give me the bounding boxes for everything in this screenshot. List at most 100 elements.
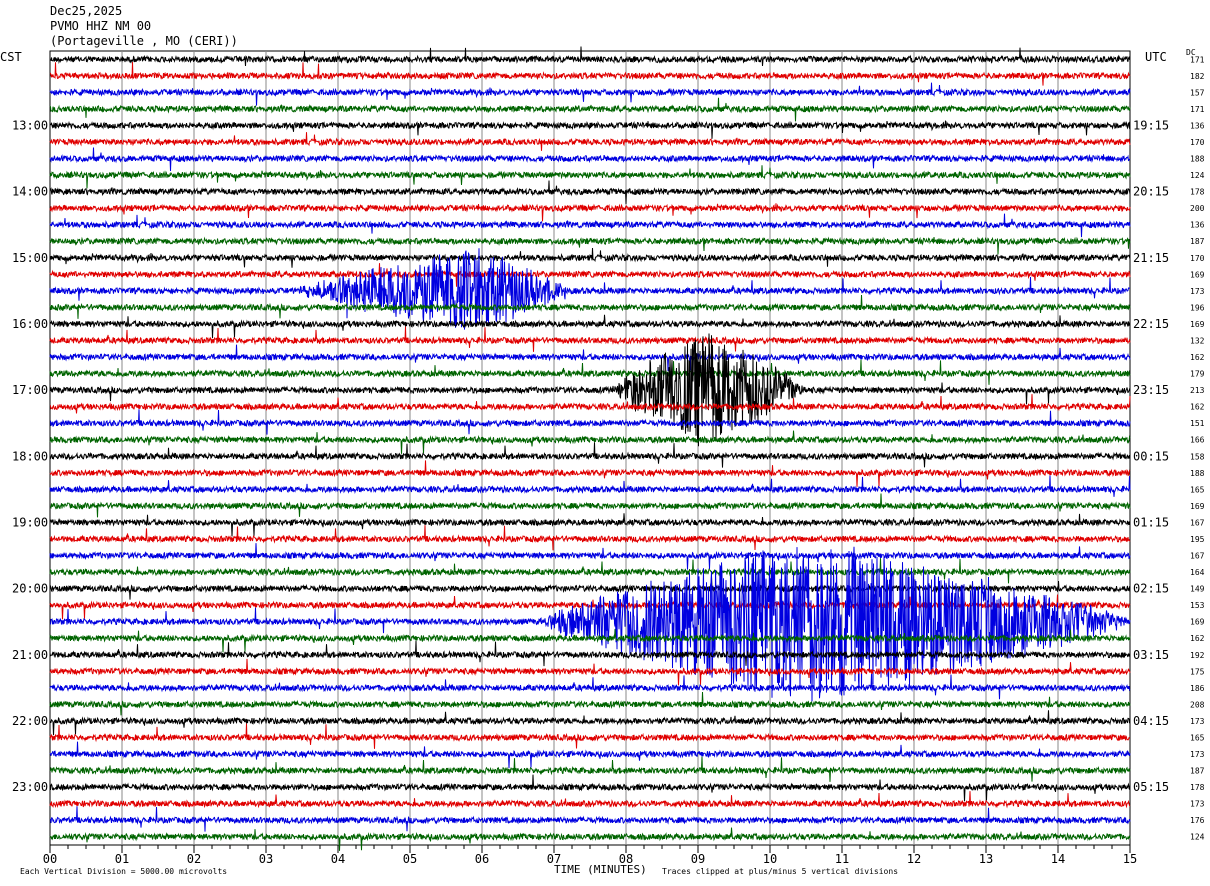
dc-offset-label: 200 [1190, 204, 1205, 213]
right-time-label: 03:15 [1133, 648, 1169, 662]
right-time-label: 05:15 [1133, 780, 1169, 794]
dc-offset-label: 158 [1190, 452, 1205, 461]
dc-offset-label: 157 [1190, 88, 1205, 97]
trace-row [49, 394, 1131, 414]
trace-row [49, 333, 1131, 447]
x-tick-label: 15 [1123, 852, 1137, 866]
x-tick-label: 11 [835, 852, 849, 866]
dc-offset-label: 192 [1190, 651, 1205, 660]
left-time-label: 15:00 [12, 251, 48, 265]
dc-offset-label: 171 [1190, 55, 1205, 64]
trace-row [49, 326, 1131, 352]
trace-row [49, 460, 1131, 487]
dc-offset-label: 173 [1190, 800, 1205, 809]
dc-offset-label: 136 [1190, 221, 1205, 230]
trace-row [49, 180, 1131, 205]
dc-offset-label: 175 [1190, 667, 1205, 676]
dc-offset-label: 167 [1190, 518, 1205, 527]
x-tick-label: 04 [331, 852, 345, 866]
x-tick-label: 08 [619, 852, 633, 866]
trace-row [50, 409, 1131, 435]
dc-offset-label: 169 [1190, 270, 1205, 279]
dc-offset-label: 169 [1190, 320, 1205, 329]
trace-row [49, 165, 1131, 189]
right-time-label: 04:15 [1133, 714, 1169, 728]
right-time-label: 20:15 [1133, 185, 1169, 199]
trace-row [49, 658, 1131, 686]
dc-offset-label: 213 [1190, 386, 1205, 395]
header-station: PVMO HHZ NM 00 [50, 19, 152, 33]
dc-offset-label: 171 [1190, 105, 1205, 114]
trace-row [49, 493, 1131, 518]
trace-row [49, 442, 1131, 468]
trace-row [49, 82, 1131, 106]
dc-offset-label: 187 [1190, 237, 1205, 246]
dc-offset-label: 188 [1190, 469, 1205, 478]
x-tick-label: 05 [403, 852, 417, 866]
trace-row [49, 294, 1131, 319]
trace-row [49, 629, 1131, 653]
x-tick-label: 13 [979, 852, 993, 866]
trace-row [49, 46, 1131, 67]
trace-row [49, 741, 1131, 769]
dc-offset-label: 186 [1190, 684, 1205, 693]
dc-offset-label: 153 [1190, 601, 1205, 610]
clip-note: Traces clipped at plus/minus 5 vertical … [662, 867, 899, 876]
trace-row [49, 236, 1131, 255]
dc-offset-label: 149 [1190, 585, 1205, 594]
dc-offset-label: 124 [1190, 833, 1205, 842]
trace-row [49, 120, 1131, 139]
trace-row [49, 132, 1131, 151]
dc-offset-label: 178 [1190, 188, 1205, 197]
left-timezone-label: CST [0, 50, 22, 64]
trace-row [49, 247, 1131, 268]
x-tick-label: 14 [1051, 852, 1065, 866]
trace-row [49, 543, 1131, 570]
dc-offset-label: 165 [1190, 733, 1205, 742]
dc-offset-label: 173 [1190, 717, 1205, 726]
trace-row [49, 263, 1131, 287]
left-time-label: 23:00 [12, 780, 48, 794]
dc-offset-label: 173 [1190, 287, 1205, 296]
trace-row [49, 475, 1131, 497]
trace-row [49, 576, 1131, 600]
trace-row [49, 774, 1131, 802]
dc-offset-label: 179 [1190, 370, 1205, 379]
dc-offset-label: 132 [1190, 336, 1205, 345]
left-time-label: 18:00 [12, 449, 48, 463]
x-tick-label: 06 [475, 852, 489, 866]
dc-offset-label: 170 [1190, 254, 1205, 263]
right-time-label: 02:15 [1133, 582, 1169, 596]
trace-row [49, 806, 1131, 832]
trace-row [49, 97, 1131, 122]
x-tick-label: 10 [763, 852, 777, 866]
left-time-label: 13:00 [12, 118, 48, 132]
left-time-label: 14:00 [12, 185, 48, 199]
right-time-label: 21:15 [1133, 251, 1169, 265]
dc-offset-label: 170 [1190, 138, 1205, 147]
right-timezone-label: UTC [1145, 50, 1167, 64]
trace-row [49, 203, 1131, 222]
dc-offset-label: 196 [1190, 303, 1205, 312]
trace-row [49, 213, 1131, 238]
left-time-label: 17:00 [12, 383, 48, 397]
dc-offset-label: 188 [1190, 155, 1205, 164]
right-time-label: 22:15 [1133, 317, 1169, 331]
x-tick-label: 00 [43, 852, 57, 866]
header-location: (Portageville , MO (CERI)) [50, 34, 238, 48]
trace-row [49, 691, 1131, 716]
dc-offset-label: 162 [1190, 403, 1205, 412]
right-time-label: 19:15 [1133, 118, 1169, 132]
trace-row [49, 147, 1131, 172]
trace-row [49, 791, 1131, 809]
dc-offset-label: 151 [1190, 419, 1205, 428]
scale-note: Each Vertical Division = 5000.00 microvo… [20, 867, 228, 876]
left-time-label: 19:00 [12, 515, 48, 529]
x-tick-label: 12 [907, 852, 921, 866]
dc-label: DC [1186, 48, 1196, 57]
x-tick-label: 07 [547, 852, 561, 866]
trace-row [49, 723, 1131, 749]
trace-row [49, 359, 1131, 385]
trace-row [49, 525, 1131, 551]
